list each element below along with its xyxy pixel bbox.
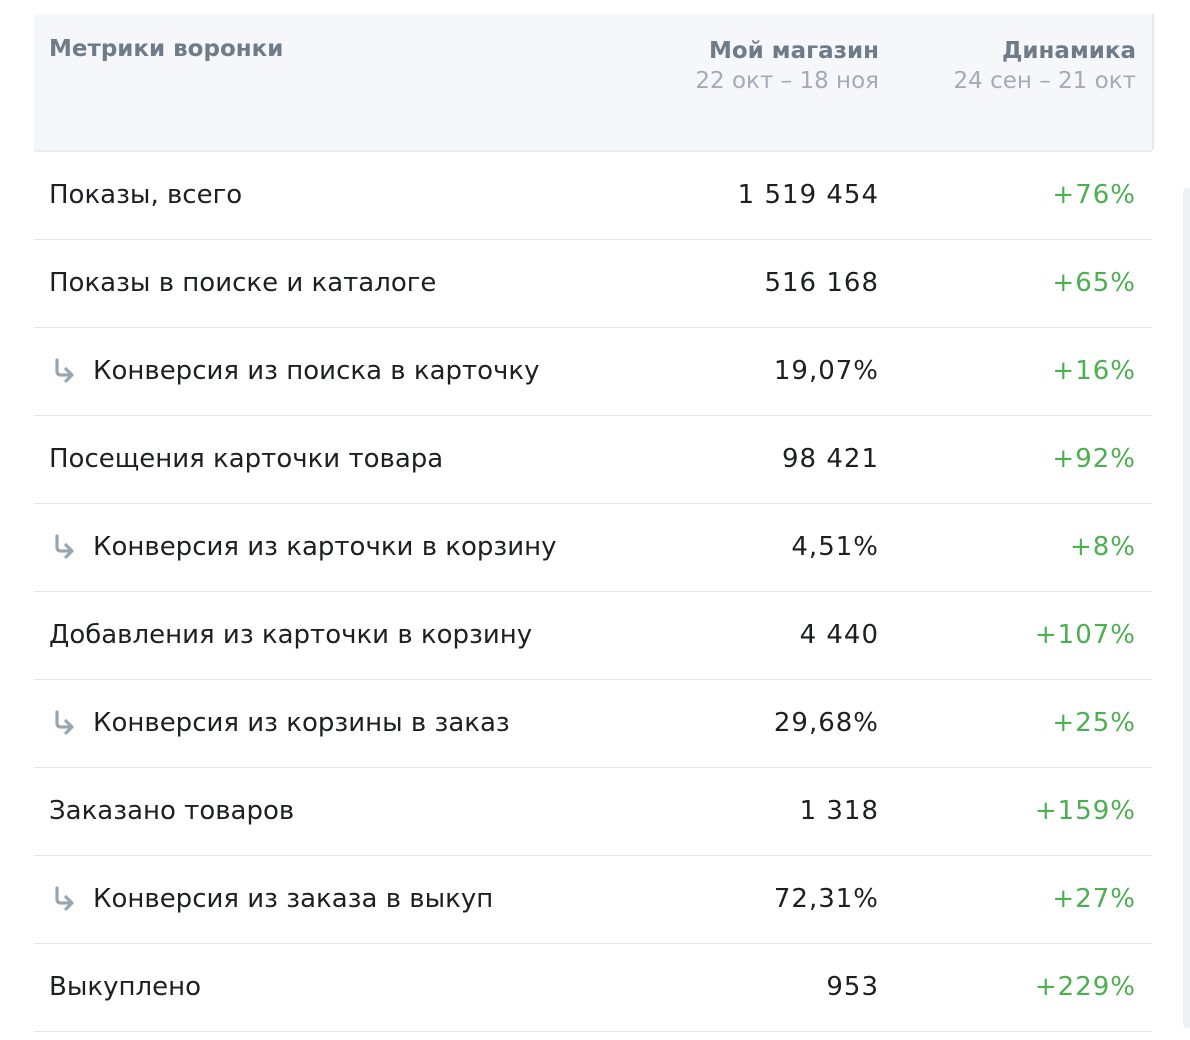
metric-label: Добавления из карточки в корзину [49, 620, 533, 650]
metric-value: 4,51% [791, 532, 879, 562]
metric-dynamics: +65% [1052, 268, 1136, 298]
column-divider [1152, 14, 1154, 150]
table-row[interactable]: Добавления из карточки в корзину 4 440 +… [34, 592, 1152, 680]
header-my-shop-column[interactable]: Мой магазин 22 окт – 18 ноя [695, 36, 879, 96]
arrow-turn-down-right-icon [51, 358, 77, 384]
metric-label: Заказано товаров [49, 796, 295, 826]
metric-dynamics: +107% [1034, 620, 1136, 650]
table-row-conversion[interactable]: Конверсия из поиска в карточку 19,07% +1… [34, 328, 1152, 416]
metric-label: Конверсия из карточки в корзину [93, 532, 557, 562]
metric-value: 29,68% [773, 708, 879, 738]
metric-value: 516 168 [764, 268, 879, 298]
metric-dynamics: +159% [1034, 796, 1136, 826]
table-row[interactable]: Заказано товаров 1 318 +159% [34, 768, 1152, 856]
metric-dynamics: +229% [1034, 972, 1136, 1002]
arrow-turn-down-right-icon [51, 534, 77, 560]
metric-label: Показы, всего [49, 180, 243, 210]
metric-label: Конверсия из поиска в карточку [93, 356, 540, 386]
metric-value: 953 [826, 972, 879, 1002]
table-row[interactable]: Показы, всего 1 519 454 +76% [34, 152, 1152, 240]
metric-label: Показы в поиске и каталоге [49, 268, 437, 298]
header-dynamics-column[interactable]: Динамика 24 сен – 21 окт [954, 36, 1136, 96]
table-header: Метрики воронки Мой магазин 22 окт – 18 … [34, 14, 1152, 152]
header-my-shop-period: 22 окт – 18 ноя [695, 68, 879, 94]
arrow-turn-down-right-icon [51, 710, 77, 736]
metric-dynamics: +92% [1052, 444, 1136, 474]
metric-value: 72,31% [773, 884, 879, 914]
arrow-turn-down-right-icon [51, 886, 77, 912]
metric-value: 19,07% [773, 356, 879, 386]
table-row[interactable]: Показы в поиске и каталоге 516 168 +65% [34, 240, 1152, 328]
metric-value: 4 440 [799, 620, 879, 650]
header-my-shop-title: Мой магазин [708, 38, 879, 64]
metric-value: 1 519 454 [737, 180, 879, 210]
funnel-metrics-table: Метрики воронки Мой магазин 22 окт – 18 … [34, 14, 1152, 1032]
metric-dynamics: +8% [1069, 532, 1136, 562]
metric-value: 98 421 [782, 444, 879, 474]
metric-value: 1 318 [799, 796, 879, 826]
metric-label: Конверсия из корзины в заказ [93, 708, 510, 738]
metric-dynamics: +27% [1052, 884, 1136, 914]
metric-dynamics: +76% [1052, 180, 1136, 210]
metric-label: Посещения карточки товара [49, 444, 444, 474]
metric-label: Конверсия из заказа в выкуп [93, 884, 494, 914]
table-row-conversion[interactable]: Конверсия из карточки в корзину 4,51% +8… [34, 504, 1152, 592]
header-dynamics-period: 24 сен – 21 окт [953, 68, 1136, 94]
table-row-conversion[interactable]: Конверсия из заказа в выкуп 72,31% +27% [34, 856, 1152, 944]
metric-label: Выкуплено [49, 972, 201, 1002]
table-row-conversion[interactable]: Конверсия из корзины в заказ 29,68% +25% [34, 680, 1152, 768]
header-dynamics-title: Динамика [1001, 38, 1136, 64]
metric-dynamics: +16% [1052, 356, 1136, 386]
table-row[interactable]: Выкуплено 953 +229% [34, 944, 1152, 1032]
metric-dynamics: +25% [1052, 708, 1136, 738]
table-row[interactable]: Посещения карточки товара 98 421 +92% [34, 416, 1152, 504]
table-body: Показы, всего 1 519 454 +76% Показы в по… [34, 152, 1152, 1032]
header-metrics-title[interactable]: Метрики воронки [49, 36, 284, 62]
scrollbar-track[interactable] [1183, 188, 1190, 1028]
